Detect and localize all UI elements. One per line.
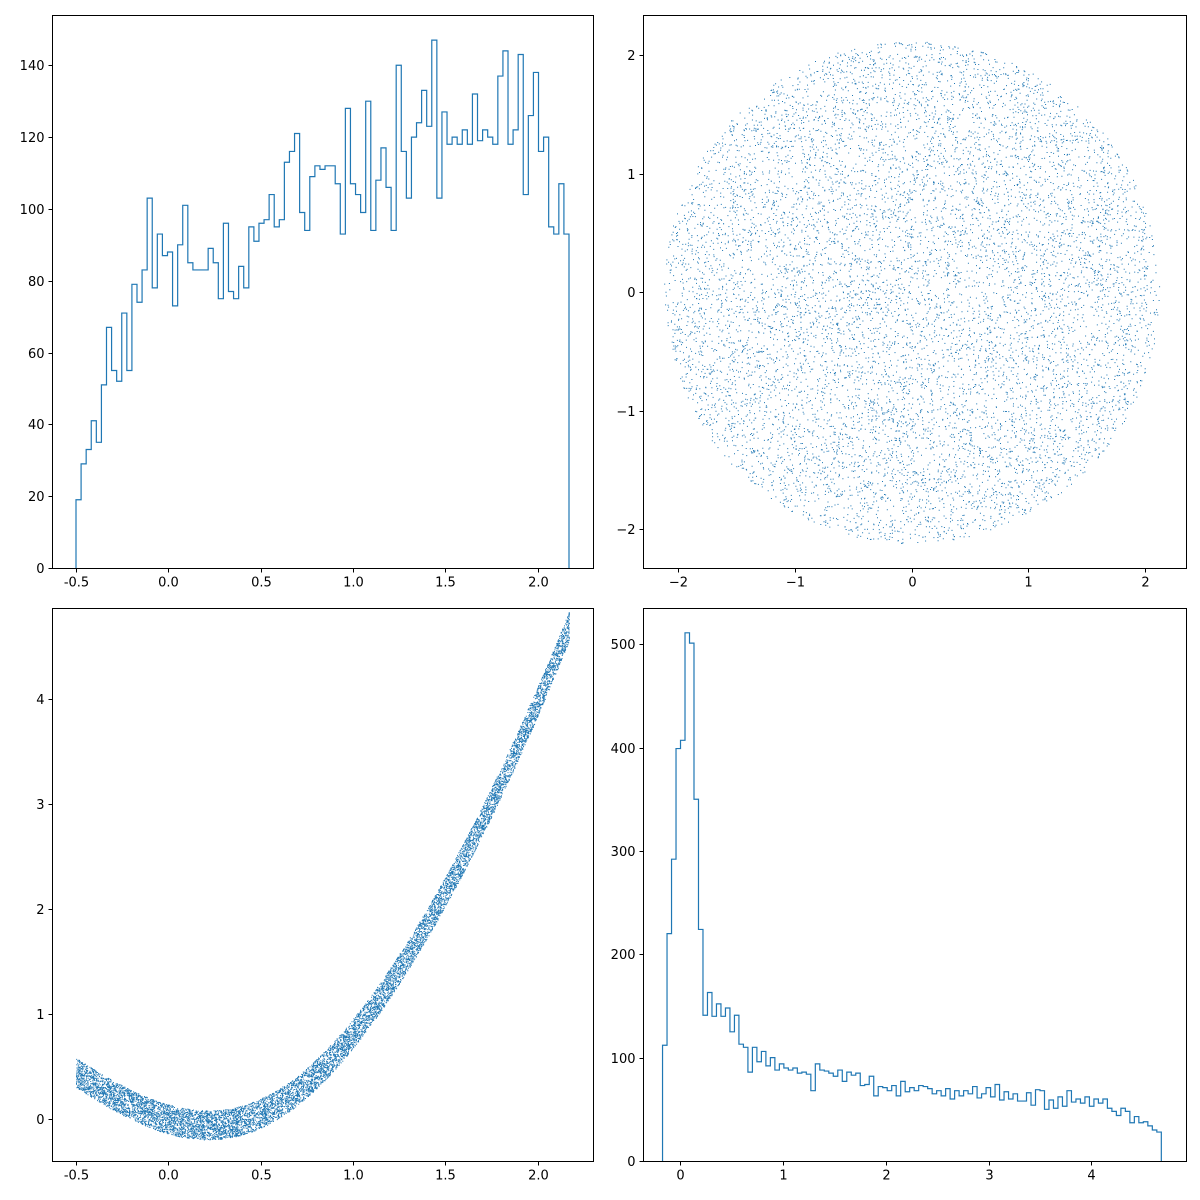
y-tick-label: 140: [20, 59, 45, 74]
x-tick-label: -0.5: [64, 576, 89, 591]
axes-frame: [643, 608, 1187, 1162]
plot-area: [75, 39, 570, 568]
y-tick-label: 200: [611, 948, 636, 963]
y-tick-label: 0: [627, 1155, 635, 1170]
x-tick-label: 0: [908, 576, 916, 591]
y-tick-label: 0: [36, 1113, 44, 1128]
y-tick-label: −1: [616, 405, 635, 420]
x-tick-label: 2.0: [528, 576, 549, 591]
x-tick-label: 1.0: [343, 576, 364, 591]
x-tick-label: 1: [779, 1169, 787, 1184]
panel-top-right-disk-scatter: −2 −1 0 1 2 −2 −1 0 1 2: [616, 15, 1187, 591]
y-tick-label: 3: [36, 798, 44, 813]
y-tick-label: 120: [20, 131, 45, 146]
x-tick-label: 2.0: [528, 1169, 549, 1184]
y-tick-label: 20: [28, 490, 45, 505]
x-tick-label: 0.5: [251, 576, 272, 591]
axes-frame: [52, 608, 594, 1162]
x-tick-label: −2: [669, 576, 688, 591]
y-tick-label: 0: [36, 562, 44, 577]
x-tick-label: 1.5: [435, 1169, 456, 1184]
y-tick-label: 4: [36, 693, 44, 708]
histogram-step-line: [75, 39, 570, 568]
plot-area: [76, 612, 570, 1141]
x-tick-label: 2: [882, 1169, 890, 1184]
y-tick-label: 1: [627, 168, 635, 183]
scatter-points: [76, 612, 570, 1141]
x-tick-label: 2: [1141, 576, 1149, 591]
panel-top-left-histogram: -0.5 0.0 0.5 1.0 1.5 2.0 0 20 40 60 80 100 120 140: [20, 15, 594, 591]
y-tick-label: 100: [611, 1052, 636, 1067]
x-tick-label: 1.0: [343, 1169, 364, 1184]
x-tick-label: 1.5: [435, 576, 456, 591]
x-tick-label: 4: [1087, 1169, 1095, 1184]
panel-bottom-left-band-scatter: -0.5 0.0 0.5 1.0 1.5 2.0 0 1 2 3 4: [36, 608, 594, 1184]
x-tick-label: 0.5: [251, 1169, 272, 1184]
x-tick-label: 0: [676, 1169, 684, 1184]
y-tick-label: 2: [627, 49, 635, 64]
x-tick-label: 3: [985, 1169, 993, 1184]
y-tick-label: 1: [36, 1008, 44, 1023]
y-tick-label: 40: [28, 418, 45, 433]
y-tick-label: 100: [20, 203, 45, 218]
y-tick-label: −2: [616, 523, 635, 538]
y-tick-label: 0: [627, 286, 635, 301]
y-tick-label: 300: [611, 845, 636, 860]
panel-bottom-right-histogram: 0 1 2 3 4 0 100 200 300 400 500: [611, 608, 1187, 1184]
y-tick-label: 2: [36, 903, 44, 918]
y-tick-label: 500: [611, 638, 636, 653]
plot-area: [661, 632, 1162, 1161]
histogram-step-line: [661, 632, 1162, 1161]
y-tick-label: 60: [28, 347, 45, 362]
x-tick-label: 0.0: [158, 1169, 179, 1184]
x-tick-label: -0.5: [64, 1169, 89, 1184]
x-tick-label: −1: [786, 576, 805, 591]
y-tick-label: 400: [611, 742, 636, 757]
x-tick-label: 1: [1024, 576, 1032, 591]
axes-frame: [52, 15, 594, 569]
y-tick-label: 80: [28, 275, 45, 290]
x-tick-label: 0.0: [158, 576, 179, 591]
